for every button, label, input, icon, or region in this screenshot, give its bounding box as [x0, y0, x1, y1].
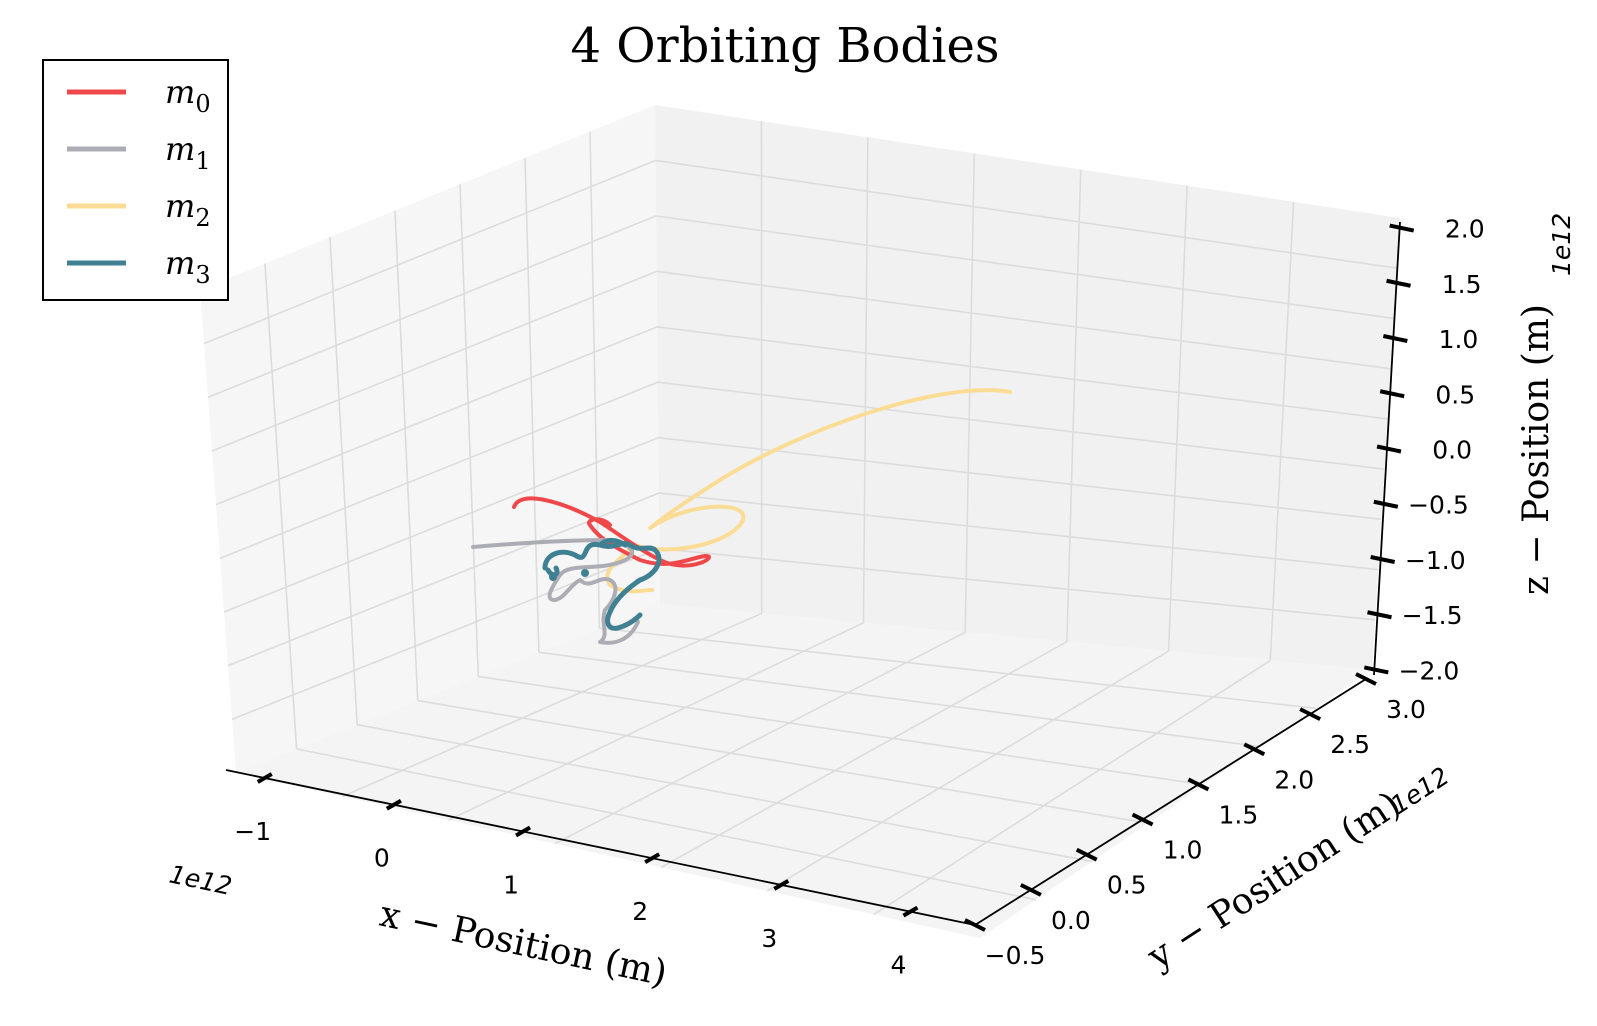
- z-tick: [1373, 499, 1399, 509]
- grid-line: [341, 612, 763, 798]
- y-tick: [1243, 742, 1266, 757]
- y-tick-label: 0.5: [1107, 871, 1147, 900]
- grid-line: [599, 627, 1317, 710]
- x-tick: [902, 905, 919, 918]
- x-tick-label: −1: [234, 817, 271, 846]
- x-tick: [256, 772, 273, 784]
- y-tick-label: 2.5: [1330, 730, 1370, 759]
- z-tick: [1370, 555, 1396, 564]
- z-tick-label: −1.5: [1402, 601, 1463, 630]
- grid-line: [203, 159, 1398, 345]
- grid-line: [1167, 185, 1188, 652]
- z-tick-label: 1.0: [1439, 325, 1479, 354]
- trajectory-m0: [512, 496, 711, 568]
- axis-ticks: [256, 223, 1415, 932]
- grid-line: [211, 270, 1391, 452]
- y-tick: [1299, 707, 1322, 721]
- grid-line: [554, 631, 966, 845]
- grid-line: [215, 325, 1388, 506]
- grid-line: [767, 650, 1169, 892]
- z-tick-label: −0.5: [1408, 491, 1469, 520]
- trajectory-m2: [605, 388, 1012, 594]
- x-tick: [385, 799, 402, 811]
- x-multiplier: 1e12: [167, 860, 235, 901]
- grid-line: [227, 492, 1379, 667]
- y-tick: [964, 918, 986, 932]
- grid-line: [1066, 169, 1082, 642]
- grid-line: [1269, 201, 1295, 661]
- z-tick: [1367, 610, 1392, 620]
- trajectories: [471, 388, 1012, 645]
- grid-line: [223, 436, 1382, 613]
- grid-line: [862, 137, 869, 623]
- y-tick-label: 1.0: [1163, 836, 1203, 865]
- y-tick-label: 0.0: [1051, 906, 1091, 935]
- z-tick-label: 1.5: [1442, 270, 1482, 299]
- x-tick: [515, 825, 532, 838]
- z-tick: [1382, 334, 1408, 343]
- y-tick-label: 2.0: [1274, 765, 1314, 794]
- z-tick-label: 0.0: [1432, 436, 1472, 465]
- trajectory-m3-marker: [549, 573, 557, 581]
- y-tick-label: −0.5: [985, 941, 1046, 970]
- grid-line: [459, 184, 480, 677]
- grid-line: [448, 622, 864, 821]
- x-tick-label: 0: [374, 844, 390, 873]
- legend-frame: [42, 59, 229, 301]
- y-axis-label: y − Position (m): [1140, 784, 1408, 978]
- grid-line: [417, 699, 1149, 824]
- z-tick: [1386, 278, 1411, 288]
- grid-line: [478, 675, 1205, 786]
- y-tick: [1019, 883, 1042, 897]
- z-tick: [1363, 665, 1389, 675]
- y-tick-label: 3.0: [1386, 695, 1426, 724]
- x-axis-label: x − Position (m): [376, 894, 670, 995]
- pane-back: [655, 105, 1400, 670]
- pane-left: [200, 105, 660, 773]
- grid-line: [207, 215, 1394, 399]
- x-tick-label: 4: [890, 951, 906, 980]
- chart-title: 4 Orbiting Bodies: [571, 18, 1000, 74]
- grid-line: [219, 381, 1385, 560]
- y-axis-line: [974, 678, 1367, 926]
- x-tick: [773, 879, 790, 891]
- grid-line: [394, 210, 419, 701]
- z-tick: [1379, 389, 1405, 399]
- y-tick: [1131, 812, 1154, 827]
- grid-line: [296, 748, 1037, 901]
- y-tick: [1075, 847, 1098, 862]
- grid-lines: [203, 121, 1398, 916]
- z-tick-label: 2.0: [1445, 215, 1485, 244]
- z-axis-label: z − Position (m): [1516, 304, 1557, 595]
- grid-line: [524, 157, 540, 653]
- x-tick-label: 3: [761, 924, 777, 953]
- grid-line: [356, 723, 1093, 863]
- x-tick: [644, 852, 661, 864]
- grid-line: [660, 641, 1068, 868]
- z-tick-label: −1.0: [1405, 546, 1466, 575]
- grid-line: [538, 651, 1261, 748]
- y-tick: [1355, 672, 1377, 686]
- x-tick-label: 2: [632, 897, 648, 926]
- grid-line: [329, 237, 358, 725]
- trajectory-m3-marker: [581, 569, 589, 577]
- z-tick: [1389, 223, 1415, 233]
- z-tick: [1376, 444, 1402, 454]
- grid-line: [264, 263, 298, 749]
- x-axis-line: [225, 769, 976, 926]
- x-tick-label: 1: [503, 870, 519, 899]
- y-tick: [1187, 777, 1210, 792]
- z-tick-label: −2.0: [1399, 656, 1460, 685]
- z-tick-label: 0.5: [1435, 380, 1475, 409]
- grid-line: [873, 659, 1271, 916]
- z-multiplier: 1e12: [1547, 213, 1576, 276]
- y-tick-label: 1.5: [1219, 800, 1259, 829]
